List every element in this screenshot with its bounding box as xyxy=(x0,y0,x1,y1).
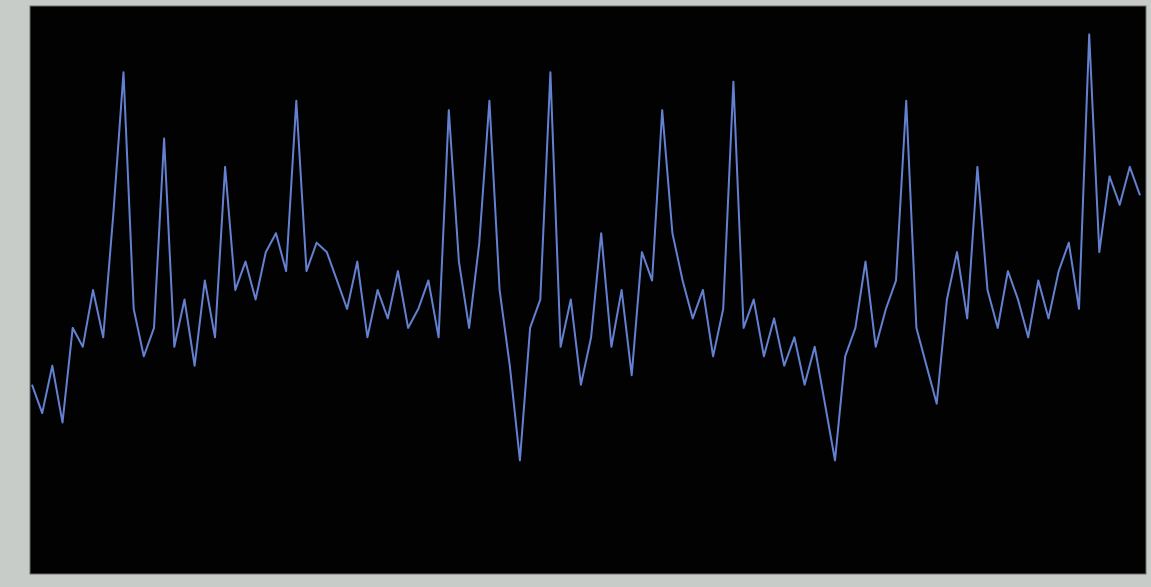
signal-line xyxy=(31,33,1141,462)
plot-area xyxy=(29,5,1147,575)
